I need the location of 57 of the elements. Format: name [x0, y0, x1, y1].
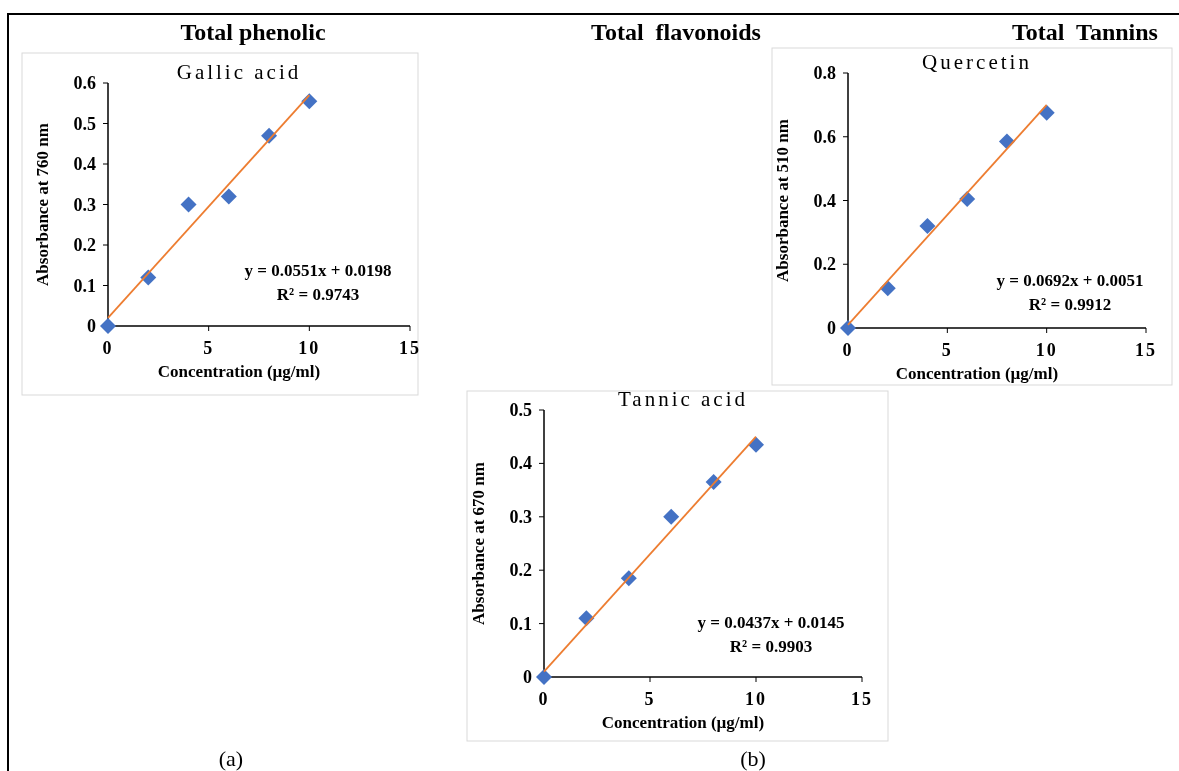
text: (a) [218, 746, 244, 771]
x-axis-title: Concentration (µg/ml) [157, 362, 321, 381]
x-axis-title: Concentration (µg/ml) [601, 713, 765, 732]
y-tick-label: 0.6 [73, 73, 96, 93]
point [536, 669, 552, 685]
x-tick-label: 15 [851, 689, 873, 709]
y-axis-title: Absorbance at 510 nm [773, 119, 792, 282]
annotation: R² = 0.9912 [1028, 295, 1112, 314]
chart-title: Tannic acid [617, 387, 749, 411]
y-tick-label: 0.1 [509, 613, 532, 634]
y-tick-label: 0.8 [813, 63, 836, 83]
y-tick-label: 0.2 [73, 235, 96, 255]
text: (b) [740, 746, 766, 771]
annotation: R² = 0.9903 [729, 637, 813, 656]
annotation: y = 0.0437x + 0.0145 [697, 613, 845, 632]
chart-title: Quercetin [922, 50, 1032, 74]
y-tick-label: 0.3 [73, 194, 96, 215]
y-axis-title: Absorbance at 670 nm [469, 462, 488, 625]
x-axis-title: Concentration (µg/ml) [895, 364, 1059, 383]
text: Total phenolic [180, 19, 326, 45]
y-tick-label: 0 [827, 318, 836, 338]
point [919, 218, 936, 234]
x-tick-label: 0 [102, 338, 114, 358]
x-tick-label: 15 [1135, 340, 1157, 360]
point [663, 508, 680, 525]
y-tick-label: 0.6 [813, 126, 836, 147]
x-tick-label: 5 [203, 338, 215, 358]
point [840, 320, 856, 336]
y-tick-label: 0.1 [73, 275, 96, 296]
y-tick-label: 0.2 [813, 254, 836, 275]
y-tick-label: 0.4 [509, 453, 532, 474]
y-tick-label: 0.4 [73, 154, 96, 174]
x-tick-label: 5 [644, 689, 656, 709]
x-tick-label: 0 [842, 340, 854, 360]
annotation: y = 0.0692x + 0.0051 [996, 271, 1144, 290]
point [220, 188, 237, 205]
annotation: y = 0.0551x + 0.0198 [244, 261, 392, 280]
point [180, 196, 197, 213]
x-tick-label: 0 [538, 689, 550, 709]
y-axis-title: Absorbance at 760 nm [33, 123, 52, 286]
y-tick-label: 0.5 [509, 400, 532, 420]
text: Total flavonoids [591, 19, 761, 45]
x-tick-label: 10 [745, 689, 767, 709]
y-tick-label: 0.4 [813, 190, 836, 211]
x-tick-label: 10 [298, 338, 321, 358]
point [100, 318, 116, 334]
y-tick-label: 0.3 [509, 506, 532, 527]
annotation: R² = 0.9743 [276, 285, 360, 304]
text: Total Tannins [1012, 19, 1158, 45]
y-tick-label: 0.2 [509, 560, 532, 581]
y-tick-label: 0 [523, 667, 532, 687]
y-tick-label: 0.5 [73, 113, 96, 134]
chart-title: Gallic acid [176, 60, 302, 84]
x-tick-label: 15 [399, 338, 421, 358]
x-tick-label: 10 [1035, 340, 1058, 360]
y-tick-label: 0 [87, 316, 96, 336]
x-tick-label: 5 [941, 340, 953, 360]
